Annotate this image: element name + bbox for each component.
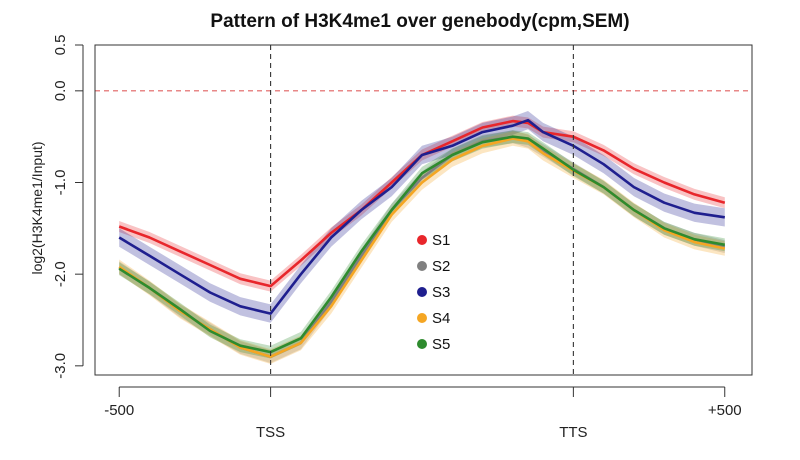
legend-marker-s2 xyxy=(417,261,427,271)
y-axis-label-group: log2(H3K4me1/Input) xyxy=(29,141,45,274)
series-lines xyxy=(118,118,726,358)
legend-marker-s3 xyxy=(417,287,427,297)
chart-title: Pattern of H3K4me1 over genebody(cpm,SEM… xyxy=(210,11,629,32)
series-line-s5 xyxy=(118,135,726,354)
y-tick-label: -3.0 xyxy=(52,353,69,379)
x-axis: -500 TSS TTS +500 xyxy=(104,386,742,441)
legend-label-s4: S4 xyxy=(432,310,450,327)
y-tick-label: 0.0 xyxy=(52,80,69,101)
series-line-s1 xyxy=(118,119,726,288)
y-tick-label: -2.0 xyxy=(52,261,69,287)
legend-label-s5: S5 xyxy=(432,336,450,353)
plot-border xyxy=(94,44,753,376)
x-tick-label: +500 xyxy=(708,402,742,419)
x-tick-label: -500 xyxy=(104,402,134,419)
series-band-s1 xyxy=(119,115,725,292)
y-axis-label: log2(H3K4me1/Input) xyxy=(29,141,45,274)
legend: S1 S2 S3 S4 S5 xyxy=(417,232,450,353)
legend-marker-s4 xyxy=(417,313,427,323)
legend-marker-s5 xyxy=(417,339,427,349)
legend-label-s3: S3 xyxy=(432,284,450,301)
series-line-s3 xyxy=(118,118,725,315)
legend-label-s2: S2 xyxy=(432,258,450,275)
series-band-s3 xyxy=(119,111,725,323)
y-axis: 0.5 0.0 -1.0 -2.0 -3.0 xyxy=(52,35,84,379)
reference-lines xyxy=(95,45,752,375)
y-tick-label: 0.5 xyxy=(52,35,69,56)
x-tick-label: TSS xyxy=(256,424,285,441)
plot-frame xyxy=(94,44,753,376)
series-band-s5 xyxy=(119,130,725,359)
legend-marker-s1 xyxy=(417,235,427,245)
x-tick-label: TTS xyxy=(559,424,587,441)
legend-label-s1: S1 xyxy=(432,232,450,249)
y-tick-label: -1.0 xyxy=(52,170,69,196)
